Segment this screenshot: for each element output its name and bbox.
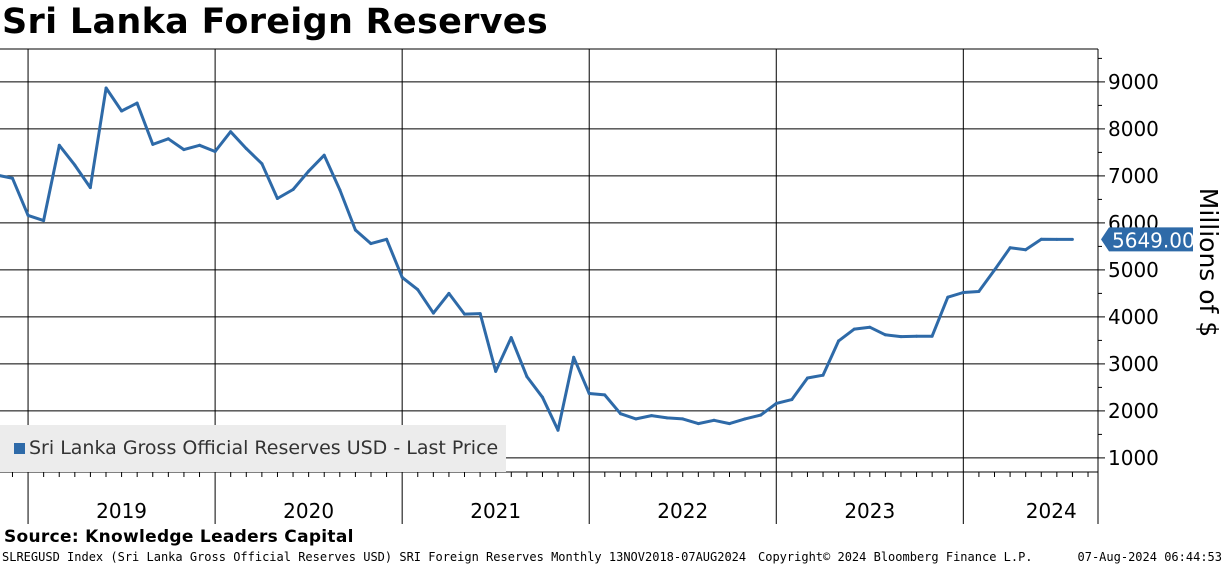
data-point bbox=[993, 268, 997, 272]
last-price-label: 5649.00 bbox=[1112, 228, 1195, 252]
data-point bbox=[198, 143, 202, 147]
copyright: Copyright© 2024 Bloomberg Finance L.P. bbox=[758, 550, 1033, 564]
data-point bbox=[509, 336, 513, 340]
data-point bbox=[353, 228, 357, 232]
data-point bbox=[166, 137, 170, 141]
last-price-box bbox=[1101, 227, 1193, 252]
data-point bbox=[650, 414, 653, 418]
data-point bbox=[556, 428, 560, 432]
data-point bbox=[821, 373, 825, 377]
data-point bbox=[946, 295, 950, 299]
legend-label: Sri Lanka Gross Official Reserves USD - … bbox=[29, 437, 499, 459]
data-point bbox=[1039, 237, 1043, 241]
last-price-tag: 5649.00 bbox=[1101, 227, 1195, 252]
axis-layer: 1000200030004000500060007000800090002019… bbox=[0, 49, 1223, 524]
data-point bbox=[478, 312, 482, 316]
series-line bbox=[0, 86, 1073, 432]
data-point bbox=[728, 422, 731, 426]
data-point bbox=[57, 143, 61, 147]
data-point bbox=[572, 355, 576, 359]
y-tick-label: 9000 bbox=[1108, 70, 1159, 94]
legend-swatch bbox=[14, 443, 25, 454]
data-point bbox=[244, 147, 248, 151]
data-point bbox=[385, 237, 389, 241]
data-point bbox=[525, 375, 529, 379]
data-point bbox=[104, 86, 108, 90]
data-point bbox=[42, 219, 46, 223]
chart-title: Sri Lanka Foreign Reserves bbox=[2, 2, 548, 42]
data-point bbox=[977, 290, 981, 293]
data-point bbox=[494, 369, 498, 373]
data-point bbox=[961, 291, 965, 294]
data-point bbox=[759, 413, 763, 417]
data-point bbox=[213, 150, 217, 153]
x-tick-label: 2023 bbox=[844, 499, 895, 523]
data-point bbox=[1008, 246, 1012, 250]
x-tick-label: 2021 bbox=[470, 499, 521, 523]
data-point bbox=[837, 339, 841, 343]
data-point bbox=[229, 130, 233, 134]
data-point bbox=[11, 176, 14, 180]
data-point bbox=[587, 392, 591, 395]
data-point bbox=[1055, 237, 1059, 241]
data-point bbox=[120, 109, 124, 113]
data-point bbox=[307, 169, 311, 173]
data-point bbox=[883, 333, 887, 337]
data-point bbox=[852, 327, 856, 331]
y-tick-label: 3000 bbox=[1108, 352, 1159, 376]
data-point bbox=[275, 197, 279, 200]
data-point bbox=[416, 288, 420, 292]
data-point bbox=[806, 376, 809, 380]
data-point bbox=[774, 401, 778, 405]
y-tick-label: 7000 bbox=[1108, 164, 1159, 188]
data-point bbox=[463, 312, 466, 316]
data-point bbox=[868, 325, 872, 329]
data-point bbox=[899, 335, 903, 339]
data-point bbox=[291, 188, 295, 191]
series-layer bbox=[0, 86, 1074, 432]
data-point bbox=[338, 188, 342, 192]
data-point bbox=[743, 417, 747, 421]
data-point bbox=[73, 163, 77, 167]
data-point bbox=[915, 334, 919, 338]
data-point bbox=[930, 334, 934, 338]
y-tick-label: 8000 bbox=[1108, 117, 1159, 141]
data-point bbox=[260, 162, 264, 166]
data-point bbox=[447, 291, 451, 295]
data-point bbox=[1024, 248, 1028, 252]
x-tick-label: 2020 bbox=[283, 499, 334, 523]
y-axis-title: Millions of $ bbox=[1194, 188, 1223, 337]
data-point bbox=[790, 398, 794, 402]
data-point bbox=[541, 395, 544, 399]
data-point bbox=[135, 101, 139, 105]
timestamp: 07-Aug-2024 06:44:53 bbox=[1077, 550, 1223, 564]
y-tick-label: 5000 bbox=[1108, 258, 1159, 282]
data-point bbox=[665, 416, 669, 420]
data-point bbox=[603, 393, 607, 397]
data-point bbox=[322, 153, 326, 157]
legend: Sri Lanka Gross Official Reserves USD - … bbox=[0, 425, 506, 472]
x-tick-label: 2019 bbox=[96, 499, 147, 523]
source-note: Source: Knowledge Leaders Capital bbox=[4, 527, 354, 547]
x-tick-label: 2024 bbox=[1026, 499, 1077, 523]
y-tick-label: 4000 bbox=[1108, 305, 1159, 329]
data-point bbox=[681, 417, 685, 421]
data-point bbox=[26, 213, 30, 217]
data-point bbox=[431, 311, 435, 315]
data-point bbox=[369, 242, 373, 246]
x-tick-label: 2022 bbox=[657, 499, 708, 523]
data-point bbox=[1070, 237, 1074, 241]
y-tick-label: 2000 bbox=[1108, 399, 1159, 423]
index-info: SLREGUSD Index (Sri Lanka Gross Official… bbox=[2, 550, 747, 564]
y-tick-label: 1000 bbox=[1108, 446, 1159, 470]
data-point bbox=[400, 275, 404, 279]
data-point bbox=[88, 186, 92, 190]
data-point bbox=[151, 142, 155, 146]
data-point bbox=[634, 417, 638, 421]
data-point bbox=[619, 412, 622, 416]
data-point bbox=[182, 148, 186, 152]
data-point bbox=[696, 422, 700, 426]
data-point bbox=[712, 418, 716, 422]
